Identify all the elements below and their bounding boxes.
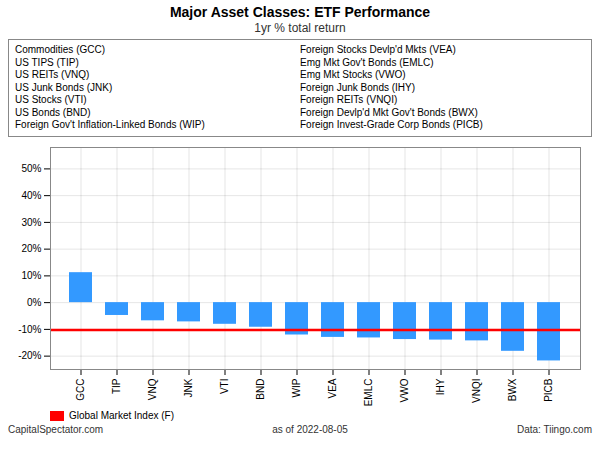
html-text:Foreign REITs (VNQI): Foreign REITs (VNQI) bbox=[300, 94, 398, 105]
svg-text:WIP: WIP bbox=[291, 378, 302, 397]
html-text:US Bonds (BND): US Bonds (BND) bbox=[15, 106, 91, 118]
html-text:Major Asset Classes: ETF Perfo: Major Asset Classes: ETF Performance bbox=[169, 4, 431, 20]
html-text:US Junk Bonds (JNK): US Junk Bonds (JNK) bbox=[15, 81, 113, 93]
svg-text:VTI: VTI bbox=[219, 378, 230, 394]
html-text:Emg Mkt Stocks (VWO): Emg Mkt Stocks (VWO) bbox=[300, 69, 406, 80]
html-text:Foreign Invest-Grade Corp Bond: Foreign Invest-Grade Corp Bonds (PICB) bbox=[300, 119, 483, 130]
svg-text:-10%: -10% bbox=[18, 323, 41, 334]
svg-text:PICB: PICB bbox=[543, 378, 554, 402]
html-text:Data: Tiingo.com: Data: Tiingo.com bbox=[516, 423, 592, 435]
svg-text:IHY: IHY bbox=[435, 378, 446, 395]
svg-text:JNK: JNK bbox=[183, 378, 194, 397]
html-text:CapitalSpectator.com: CapitalSpectator.com bbox=[8, 423, 104, 435]
html-text:US REITs (VNQ): US REITs (VNQ) bbox=[15, 69, 90, 80]
html-text:Foreign Junk Bonds (IHY): Foreign Junk Bonds (IHY) bbox=[300, 81, 416, 93]
svg-text:-20%: -20% bbox=[18, 350, 41, 361]
html-text:Commodities (GCC): Commodities (GCC) bbox=[15, 44, 105, 55]
html-text:US TIPS (TIP): US TIPS (TIP) bbox=[15, 56, 79, 68]
svg-text:0%: 0% bbox=[27, 296, 42, 307]
html-text:Global Market Index (F): Global Market Index (F) bbox=[69, 409, 174, 421]
svg-text:TIP: TIP bbox=[111, 378, 122, 394]
svg-text:10%: 10% bbox=[21, 270, 41, 281]
html-text:1yr % total return: 1yr % total return bbox=[254, 21, 346, 35]
html-text:Foreign Stocks Devlp'd Mkts (V: Foreign Stocks Devlp'd Mkts (VEA) bbox=[300, 44, 456, 55]
svg-text:50%: 50% bbox=[21, 163, 41, 174]
svg-text:VEA: VEA bbox=[327, 378, 338, 398]
svg-text:VWO: VWO bbox=[399, 378, 410, 402]
svg-text:30%: 30% bbox=[21, 216, 41, 227]
svg-text:40%: 40% bbox=[21, 189, 41, 200]
html-text:as of 2022-08-05: as of 2022-08-05 bbox=[272, 423, 348, 435]
svg-text:BWX: BWX bbox=[507, 378, 518, 401]
html-text:Emg Mkt Gov't Bonds (EMLC): Emg Mkt Gov't Bonds (EMLC) bbox=[300, 56, 434, 68]
html-text:Foreign Devlp'd Mkt Gov't Bond: Foreign Devlp'd Mkt Gov't Bonds (BWX) bbox=[300, 106, 478, 118]
svg-text:VNQ: VNQ bbox=[147, 378, 158, 400]
html-text:US Stocks (VTI): US Stocks (VTI) bbox=[15, 94, 87, 105]
svg-text:VNQI: VNQI bbox=[471, 378, 482, 402]
svg-text:BND: BND bbox=[255, 378, 266, 399]
html-text:Foreign Gov't Inflation-Linked: Foreign Gov't Inflation-Linked Bonds (WI… bbox=[15, 119, 205, 130]
svg-text:20%: 20% bbox=[21, 243, 41, 254]
svg-text:GCC: GCC bbox=[75, 378, 86, 400]
svg-text:EMLC: EMLC bbox=[363, 378, 374, 406]
